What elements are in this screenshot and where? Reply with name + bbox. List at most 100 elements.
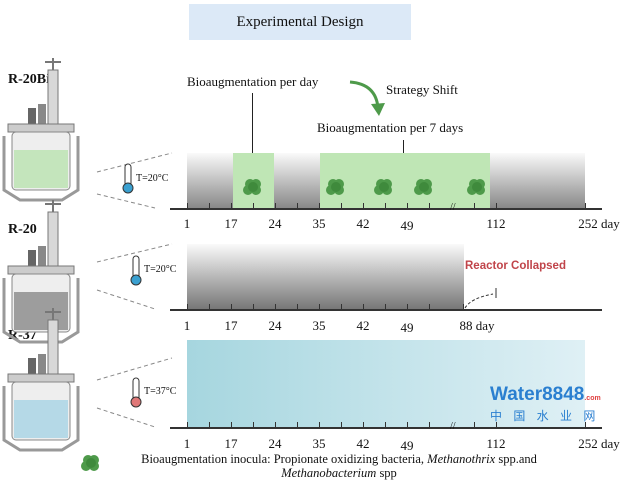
axis-tick [275, 422, 276, 428]
tick-label: 17 [224, 318, 238, 333]
axis-tick [407, 304, 408, 310]
axis-tick [231, 203, 232, 209]
tick-label: 1 [183, 318, 191, 333]
tick-label: 42 [356, 216, 370, 231]
bioaug-weekly-period [320, 153, 490, 208]
axis-tick [209, 304, 210, 310]
axis-tick [187, 304, 188, 310]
axis-tick [363, 203, 364, 209]
axis-tick [187, 422, 188, 428]
reactor-r37-icon [2, 306, 80, 452]
axis-tick [585, 203, 586, 209]
axis-tick [341, 422, 342, 428]
tick-label: 1 [183, 216, 191, 231]
axis-tick [496, 422, 497, 428]
reactor-label-r20: R-20 [8, 222, 37, 237]
thermometer-icon [130, 377, 142, 408]
axis-tick [585, 422, 586, 428]
pointer-line [403, 140, 404, 153]
pointer-line [252, 93, 253, 153]
axis-tick [253, 203, 254, 209]
axis-tick [275, 203, 276, 209]
tick-label: 112 [486, 216, 506, 231]
timeline-band-r37 [187, 340, 585, 427]
thermometer-icon [122, 163, 134, 194]
axis-r37 [170, 427, 602, 429]
tick-label: 88 day [459, 318, 495, 333]
reactor-label-r20bio: R-20Bio [8, 72, 57, 87]
axis-tick [297, 203, 298, 209]
legend-genus1: Methanothrix [427, 452, 496, 466]
axis-tick [275, 304, 276, 310]
axis-tick [341, 304, 342, 310]
axis-tick [385, 304, 386, 310]
inocula-cluster-icon [467, 179, 485, 195]
thermometer-icon [130, 255, 142, 286]
tick-label: 17 [224, 436, 238, 451]
collapse-connector [464, 288, 497, 309]
annotation-shift: Strategy Shift [386, 82, 458, 97]
inocula-cluster-icon [243, 179, 261, 195]
legend-prefix: Bioaugmentation inocula: Propionate oxid… [141, 452, 428, 466]
diagram-title: Experimental Design [189, 4, 411, 40]
annotation-daily: Bioaugmentation per day [187, 74, 319, 89]
legend-genus2: Methanobacterium [281, 466, 377, 480]
reactor-illustrations [2, 56, 173, 452]
inocula-cluster-icon [374, 179, 392, 195]
axis-tick [319, 422, 320, 428]
axis-tick [496, 203, 497, 209]
tick-label: 35 [312, 216, 326, 231]
inocula-cluster-icon [414, 179, 432, 195]
tick-label: 252 day [578, 436, 620, 451]
axis-tick [474, 422, 475, 428]
timeline-band-r20 [187, 244, 464, 309]
axis-r20 [170, 309, 602, 311]
tick-label: 35 [312, 318, 326, 333]
axis-tick [231, 304, 232, 310]
axis-tick [429, 203, 430, 209]
legend-text: Bioaugmentation inocula: Propionate oxid… [104, 452, 574, 480]
axis-tick [253, 304, 254, 310]
legend-mid: spp.and [495, 452, 537, 466]
tick-label: 112 [486, 436, 506, 451]
axis-tick [209, 203, 210, 209]
tick-label: 24 [268, 318, 282, 333]
tick-label: 24 [268, 436, 282, 451]
tick-label: 42 [356, 436, 370, 451]
axis-tick [429, 304, 430, 310]
axis-tick [319, 304, 320, 310]
axis-break-icon: // [450, 202, 456, 213]
axis-tick [297, 304, 298, 310]
axis-tick [385, 203, 386, 209]
tick-label: 24 [268, 216, 282, 231]
reactor-collapsed-label: Reactor Collapsed [465, 260, 566, 272]
tick-label: 42 [356, 318, 370, 333]
axis-tick [231, 422, 232, 428]
tick-label: 49 [400, 320, 414, 335]
shift-arrow-icon [349, 80, 385, 116]
tick-label: 17 [224, 216, 238, 231]
inocula-cluster-icon [326, 179, 344, 195]
temperature-r20: T=20°C [144, 264, 177, 275]
watermark-logo: Water8848.com 中 国 水 业 网 [490, 384, 601, 423]
tick-label: 49 [400, 438, 414, 453]
axis-tick [407, 203, 408, 209]
axis-break-icon: // [450, 421, 456, 432]
axis-tick [341, 203, 342, 209]
temperature-r37: T=37°C [144, 386, 177, 397]
tick-label: 252 day [578, 216, 620, 231]
tick-label: 49 [400, 218, 414, 233]
axis-tick [297, 422, 298, 428]
watermark-text: Water8848 [490, 384, 585, 405]
inocula-cluster-icon [81, 455, 99, 471]
axis-tick [319, 203, 320, 209]
axis-tick [253, 422, 254, 428]
temperature-r20bio: T=20°C [136, 173, 169, 184]
axis-r20bio [170, 208, 602, 210]
tick-label: 1 [183, 436, 191, 451]
axis-tick [463, 304, 464, 310]
tick-label: 35 [312, 436, 326, 451]
axis-tick [474, 203, 475, 209]
annotation-weekly: Bioaugmentation per 7 days [317, 120, 464, 135]
watermark-sub: .com [584, 395, 601, 402]
